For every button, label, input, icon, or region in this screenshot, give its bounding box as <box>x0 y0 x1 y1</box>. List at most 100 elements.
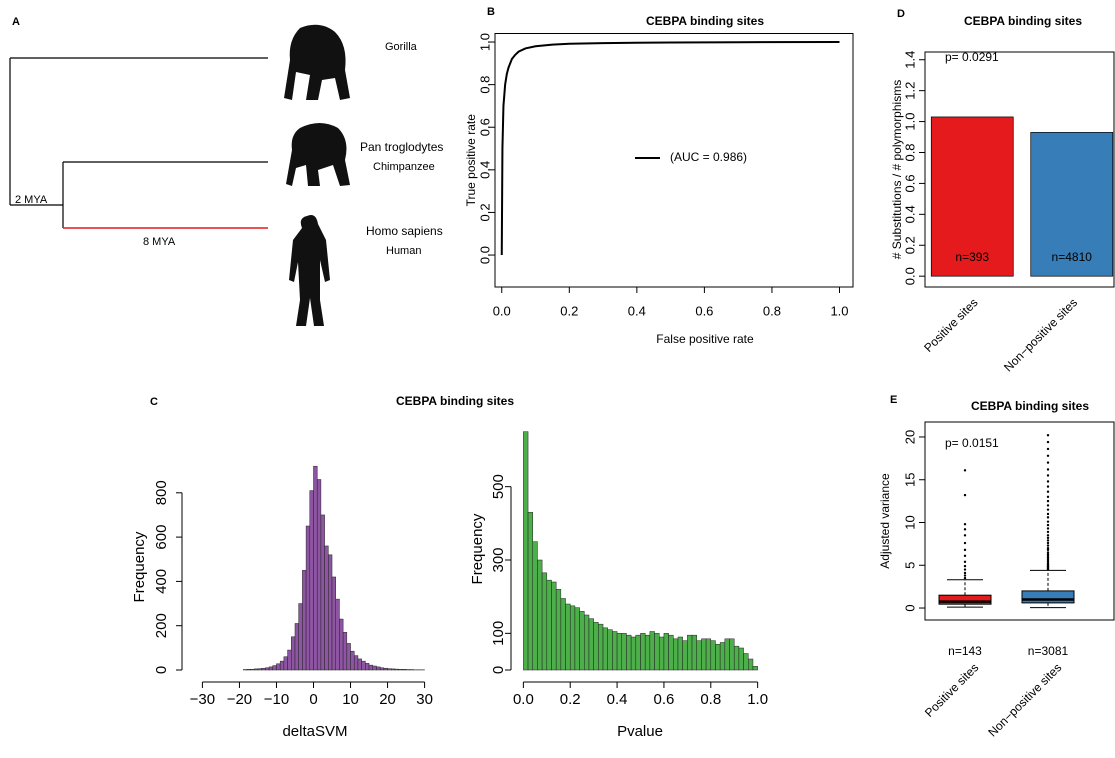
outlier <box>963 576 967 580</box>
y-tick-label: 0.8 <box>477 76 492 94</box>
outlier <box>1046 539 1050 542</box>
x-tick-label: 0.4 <box>628 303 646 318</box>
plot-frame <box>924 51 1115 288</box>
split-label: 8 MYA <box>143 236 176 248</box>
chart-title: CEBPA binding sites <box>646 14 764 28</box>
histogram-bar <box>402 669 407 671</box>
y-tick-label: 20 <box>902 430 917 444</box>
species-label: Pan troglodytes <box>360 140 443 154</box>
histogram-bar <box>565 603 571 671</box>
panel-label: E <box>890 394 897 406</box>
histogram-bar <box>394 668 399 671</box>
histogram-bar <box>383 667 388 671</box>
histogram-bar <box>612 631 618 671</box>
histogram-bar <box>748 658 754 671</box>
histogram-bar <box>250 669 255 671</box>
histogram-bar <box>365 663 370 671</box>
outlier <box>1046 504 1050 507</box>
histogram-bar <box>391 668 396 671</box>
n-label: n=3081 <box>1028 644 1069 658</box>
histogram-bar <box>588 618 594 671</box>
outlier <box>1046 527 1050 530</box>
outlier <box>1046 556 1050 559</box>
x-tick-label: 30 <box>416 691 433 708</box>
histogram-bar <box>705 638 712 671</box>
p-value: p= 0.0291 <box>945 50 999 64</box>
outlier <box>963 560 967 564</box>
x-tick-label: 0.8 <box>700 691 721 708</box>
p-value: p= 0.0151 <box>945 436 999 450</box>
x-axis-label: False positive rate <box>656 332 754 346</box>
y-tick-label: 10 <box>902 515 917 529</box>
outlier <box>1046 558 1050 561</box>
x-tick-label: −30 <box>190 691 215 708</box>
histogram-bar <box>654 633 660 671</box>
outlier <box>963 523 967 526</box>
histogram-bar <box>294 623 299 671</box>
outlier <box>963 469 967 472</box>
species-label: Homo sapiens <box>366 224 443 238</box>
histogram-bar <box>328 554 333 671</box>
panel-label: B <box>487 6 495 18</box>
histogram-bar <box>733 645 740 671</box>
outlier <box>1046 485 1050 488</box>
histogram-bar <box>541 572 548 671</box>
histogram-bar <box>272 665 277 671</box>
chimp-silhouette <box>286 123 350 186</box>
histogram-bar <box>677 636 683 671</box>
histogram-bar <box>376 666 381 671</box>
histogram-bar <box>574 607 580 671</box>
outlier <box>1046 541 1050 545</box>
outlier <box>1046 490 1050 493</box>
panel-label: D <box>897 8 905 20</box>
histogram-bar <box>598 623 604 671</box>
y-tick-label: 1.0 <box>902 113 917 131</box>
y-tick-label: 0 <box>902 604 917 611</box>
x-tick-label: 0.0 <box>493 303 511 318</box>
y-tick-label: 800 <box>153 480 170 505</box>
x-tick-label: 0.2 <box>560 691 581 708</box>
box <box>938 594 992 605</box>
y-tick-label: 0 <box>153 666 170 674</box>
outlier <box>1046 447 1050 451</box>
y-tick-label: 0.0 <box>477 246 492 264</box>
x-tick-label: 0.4 <box>607 691 628 708</box>
histogram-bar <box>316 479 322 671</box>
species-label: Gorilla <box>385 41 418 53</box>
outlier <box>963 568 967 571</box>
histogram-bar <box>387 668 392 671</box>
histogram-bar <box>537 559 543 671</box>
histogram-bar <box>298 603 303 671</box>
category-label: Non−positive sites <box>1001 295 1080 374</box>
histogram-bar <box>644 634 651 671</box>
y-tick-label: 0.6 <box>902 174 917 192</box>
histogram-bar <box>283 656 288 671</box>
outlier <box>1046 523 1050 527</box>
histogram-bar <box>268 666 274 671</box>
histogram-bar <box>640 633 646 671</box>
gorilla-silhouette <box>284 24 350 100</box>
x-tick-label: 10 <box>342 691 359 708</box>
human-silhouette <box>289 215 330 326</box>
panel-label: C <box>150 396 158 408</box>
y-tick-label: 15 <box>902 472 917 486</box>
histogram-bar <box>309 490 314 671</box>
n-label: n=393 <box>955 250 989 264</box>
outlier <box>1046 554 1050 558</box>
x-tick-label: 0.6 <box>695 303 713 318</box>
x-tick-label: 0.0 <box>513 691 534 708</box>
y-tick-label: 1.2 <box>902 82 917 100</box>
histogram-bar <box>602 627 608 671</box>
histogram-bar <box>729 638 735 671</box>
histogram-bar <box>724 638 730 671</box>
histogram-bar <box>696 640 702 671</box>
histogram-bar <box>254 668 259 671</box>
histogram-bar <box>710 640 716 671</box>
category-label: Positive sites <box>922 660 981 719</box>
histogram-bar <box>682 640 688 671</box>
histogram-bar <box>616 633 623 671</box>
histogram-bar <box>579 611 585 671</box>
plot-frame <box>924 421 1115 621</box>
histogram-bar <box>701 638 707 671</box>
x-tick-label: 1.0 <box>830 303 848 318</box>
